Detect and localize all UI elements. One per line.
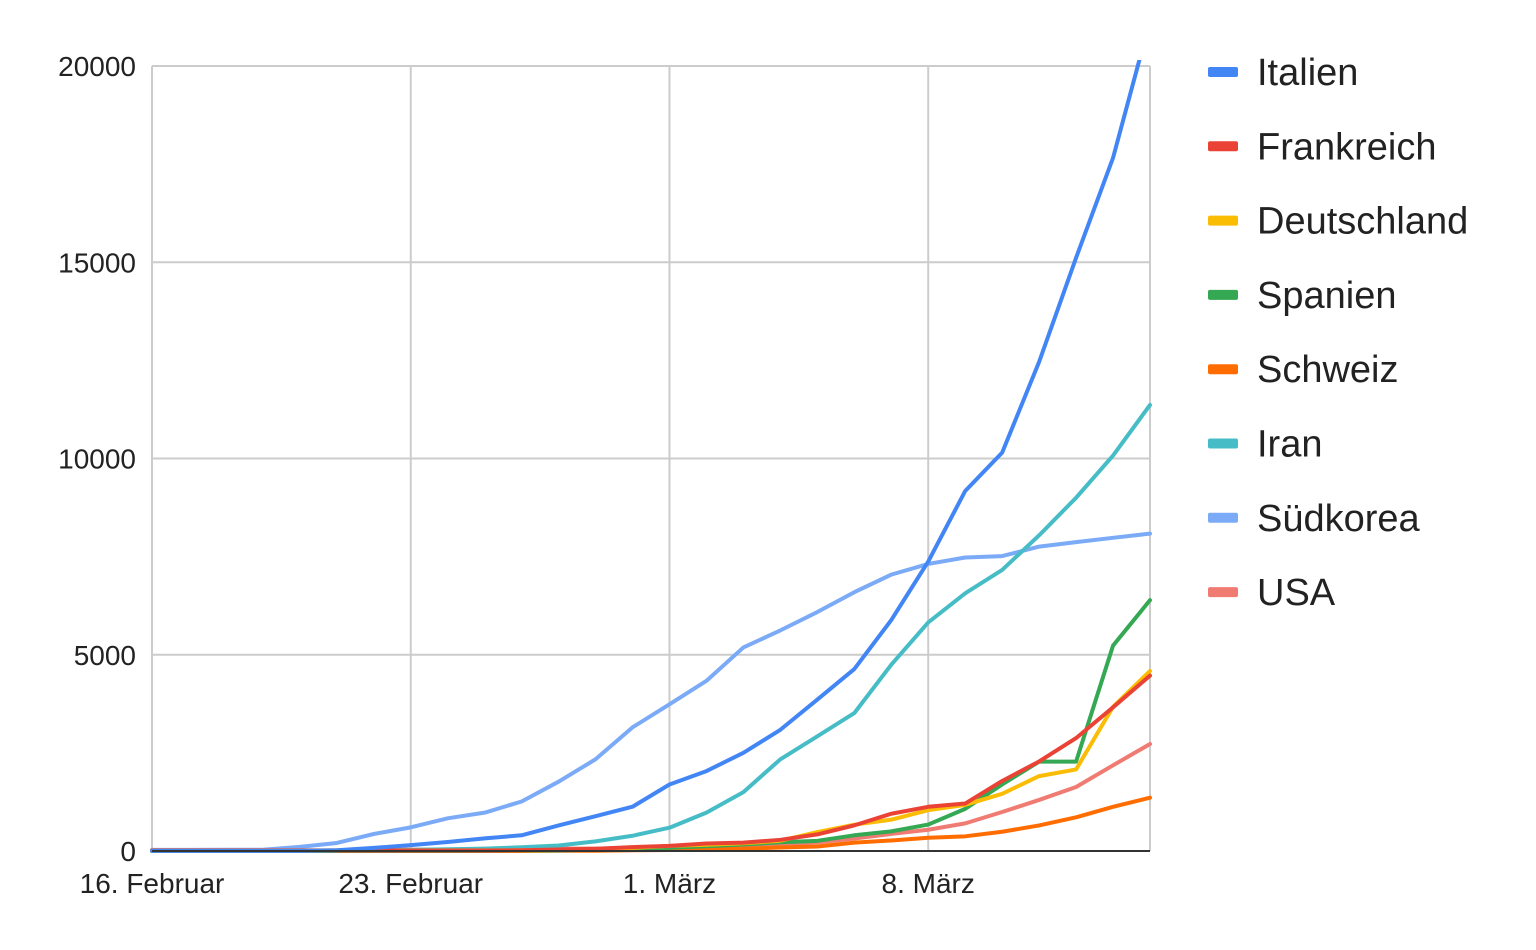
- series-line-schweiz: [150, 795, 1152, 853]
- y-tick-label: 5000: [74, 640, 136, 671]
- legend-label: Italien: [1257, 52, 1358, 94]
- legend-item: Deutschland: [1208, 201, 1468, 243]
- x-tick-label: 16. Februar: [80, 868, 225, 899]
- y-tick-label: 10000: [58, 444, 136, 475]
- x-axis-ticks: 16. Februar 23. Februar 1. März 8. März: [80, 868, 975, 899]
- legend-label: Frankreich: [1257, 126, 1437, 168]
- legend-swatch: [1208, 438, 1238, 449]
- legend-swatch: [1208, 67, 1238, 77]
- x-tick-label: 8. März: [882, 868, 975, 899]
- legend-label: Schweiz: [1257, 349, 1399, 391]
- gridlines: [151, 65, 1151, 851]
- legend-item: Frankreich: [1208, 126, 1437, 168]
- legend-swatch: [1208, 512, 1238, 523]
- legend: Italien Frankreich Deutschland Spanien Schwe…: [1208, 52, 1468, 614]
- legend-swatch: [1208, 215, 1238, 226]
- legend-label: Südkorea: [1257, 498, 1421, 540]
- legend-item: Spanien: [1208, 275, 1396, 317]
- legend-item: Schweiz: [1208, 349, 1399, 391]
- series-line-frankreich: [150, 673, 1152, 853]
- legend-item: USA: [1208, 572, 1336, 614]
- series-line-italien: [150, 60, 1142, 853]
- y-tick-label: 15000: [58, 247, 136, 278]
- legend-item: Südkorea: [1208, 498, 1421, 540]
- legend-item: Iran: [1208, 424, 1322, 466]
- x-tick-label: 23. Februar: [338, 868, 483, 899]
- legend-swatch: [1208, 587, 1238, 598]
- y-tick-label: 0: [120, 836, 136, 867]
- x-tick-label: 1. März: [623, 868, 716, 899]
- legend-swatch: [1208, 364, 1238, 375]
- legend-swatch: [1208, 141, 1238, 152]
- series-line-deutschland: [150, 669, 1152, 853]
- legend-label: Iran: [1257, 424, 1322, 466]
- series-lines: [150, 60, 1152, 853]
- legend-label: Deutschland: [1257, 201, 1468, 243]
- legend-label: USA: [1257, 572, 1336, 614]
- series-line-südkorea: [150, 531, 1152, 852]
- y-axis-ticks: 0 5000 10000 15000 20000: [58, 51, 136, 867]
- legend-swatch: [1208, 289, 1238, 300]
- legend-label: Spanien: [1257, 275, 1396, 317]
- y-tick-label: 20000: [58, 51, 136, 82]
- legend-item: Italien: [1208, 52, 1358, 94]
